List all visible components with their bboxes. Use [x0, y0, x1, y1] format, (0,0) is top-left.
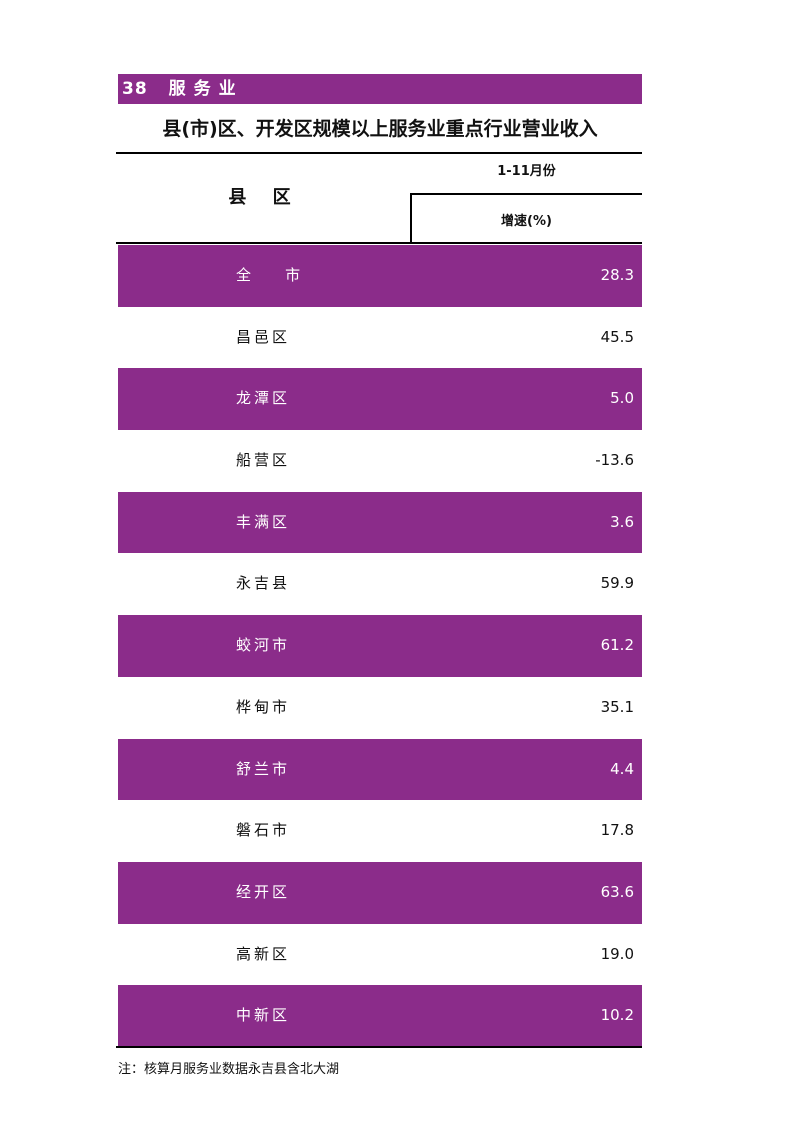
growth-value: 35.1: [600, 697, 634, 716]
table-row: 全 市 28.3: [118, 245, 642, 307]
header-vertical-divider: [410, 193, 412, 244]
table-row: 中新区 10.2: [118, 985, 642, 1047]
table-row: 高新区 19.0: [118, 924, 642, 986]
table-row: 桦甸市 35.1: [118, 677, 642, 739]
county-name: 经开区: [236, 882, 291, 901]
table-body: 全 市 28.3 昌邑区 45.5 龙潭区 5.0 船营区 -13.6 丰满区 3.6 永吉县 59.…: [118, 245, 642, 1047]
header-divider: [410, 193, 642, 195]
county-name: 蛟河市: [236, 636, 291, 655]
county-name: 舒兰市: [236, 759, 291, 778]
county-name: 船营区: [236, 451, 291, 470]
growth-value: 17.8: [600, 821, 634, 840]
growth-value: 59.9: [600, 574, 634, 593]
table-row: 昌邑区 45.5: [118, 307, 642, 369]
growth-value: -13.6: [595, 451, 634, 470]
section-number: 38: [122, 79, 148, 99]
table-title: 县(市)区、开发区规模以上服务业重点行业营业收入: [162, 118, 598, 140]
top-rule: [116, 152, 642, 154]
county-name: 中新区: [236, 1006, 291, 1025]
table-row: 经开区 63.6: [118, 861, 642, 924]
bottom-rule: [116, 1046, 642, 1048]
county-name: 永吉县: [236, 574, 291, 593]
county-name: 昌邑区: [236, 327, 291, 346]
table-row: 舒兰市 4.4: [118, 738, 642, 801]
growth-value: 28.3: [600, 266, 634, 284]
county-name: 磐石市: [236, 821, 291, 840]
section-header: 38 服务业: [118, 74, 642, 104]
county-name: 高新区: [236, 944, 291, 963]
county-name: 丰满区: [236, 512, 291, 531]
growth-value: 3.6: [610, 512, 634, 531]
growth-value: 19.0: [600, 944, 634, 963]
table-row: 丰满区 3.6: [118, 491, 642, 554]
county-name: 桦甸市: [236, 697, 291, 716]
growth-value: 5.0: [610, 389, 634, 408]
table-row: 磐石市 17.8: [118, 800, 642, 862]
footnote: 注：核算月服务业数据永吉县含北大湖: [118, 1062, 340, 1077]
table-row: 船营区 -13.6: [118, 430, 642, 492]
table-row: 永吉县 59.9: [118, 553, 642, 615]
growth-value: 61.2: [600, 636, 634, 655]
header-county: 县 区: [228, 187, 301, 208]
growth-value: 10.2: [600, 1006, 634, 1025]
county-name: 全 市: [236, 266, 304, 284]
growth-value: 4.4: [610, 759, 634, 778]
header-growth: 增速(%): [501, 214, 552, 229]
table-row: 蛟河市 61.2: [118, 615, 642, 677]
header-period: 1-11月份: [497, 164, 556, 179]
county-name: 龙潭区: [236, 389, 291, 408]
section-name: 服务业: [168, 79, 244, 99]
growth-value: 45.5: [600, 327, 634, 346]
table-row: 龙潭区 5.0: [118, 368, 642, 431]
growth-value: 63.6: [600, 882, 634, 901]
header-bottom-rule: [116, 242, 642, 244]
